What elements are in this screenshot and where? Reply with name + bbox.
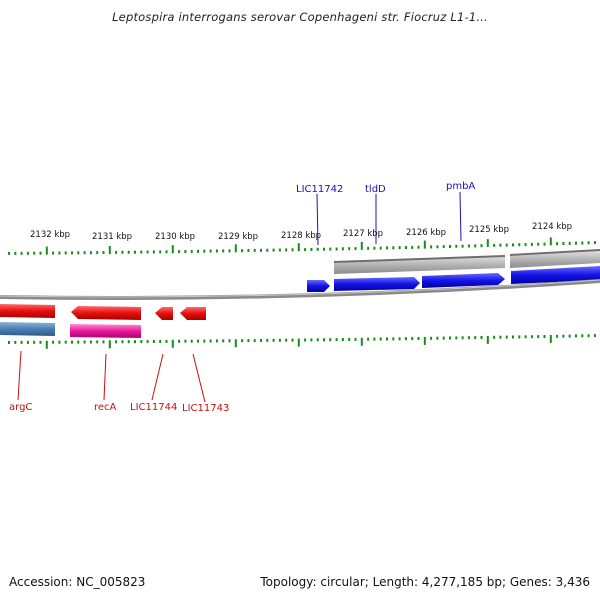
gene-label-lic11744[interactable]: LIC11744 [130, 402, 177, 413]
genome-backbone [0, 279, 600, 300]
tick-label: 2130 kbp [155, 232, 195, 242]
gene-arrow-lic11744[interactable] [155, 307, 173, 320]
forward-feature-block[interactable] [510, 251, 600, 268]
leader-line [103, 353, 107, 401]
tick-labels: 2132 kbp 2131 kbp 2130 kbp 2129 kbp 2128… [30, 222, 572, 242]
gene-arrow-pmbA[interactable] [422, 273, 505, 288]
gene-arrow-recA[interactable] [71, 306, 141, 320]
gene-label-pmbA[interactable]: pmbA [446, 181, 475, 192]
leader-line [316, 193, 319, 246]
forward-feature-track [333, 249, 600, 274]
tick-label: 2124 kbp [532, 222, 572, 232]
tick-label: 2125 kbp [469, 225, 509, 235]
gene-label-lic11743[interactable]: LIC11743 [182, 403, 229, 414]
tick-label: 2128 kbp [281, 231, 321, 241]
tick-label: 2127 kbp [343, 229, 383, 239]
reverse-tick-row [8, 334, 596, 349]
gene-arrow-lic11743[interactable] [180, 307, 206, 320]
gene-label-recA[interactable]: recA [94, 402, 117, 413]
gene-arrow-forward[interactable] [511, 266, 600, 284]
forward-gene-labels: LIC11742 tldD pmbA [296, 181, 475, 246]
gene-arrow-argC[interactable] [0, 304, 55, 318]
tick-label: 2126 kbp [406, 228, 446, 238]
genome-summary-text: Topology: circular; Length: 4,277,185 bp… [260, 575, 590, 589]
reverse-feature-block[interactable] [0, 322, 55, 336]
gene-label-argC[interactable]: argC [9, 402, 32, 413]
forward-feature-edge [333, 255, 506, 263]
forward-feature-edge [509, 249, 600, 256]
reverse-gene-track [0, 304, 206, 320]
reverse-gene-labels: argC recA LIC11744 LIC11743 [9, 350, 229, 414]
accession-text: Accession: NC_005823 [9, 575, 146, 589]
forward-tick-row [8, 237, 596, 255]
tick-label: 2131 kbp [92, 232, 132, 242]
genome-backbone-highlight [0, 279, 600, 298]
tick-label: 2129 kbp [218, 232, 258, 242]
tick-label: 2132 kbp [30, 230, 70, 240]
leader-line [459, 191, 462, 242]
leader-line [192, 353, 206, 403]
map-title: Leptospira interrogans serovar Copenhage… [112, 10, 488, 24]
gene-label-tldD[interactable]: tldD [365, 184, 386, 195]
gene-arrow-lic11742[interactable] [307, 280, 330, 292]
forward-gene-track [307, 266, 600, 292]
reverse-feature-track [0, 322, 141, 338]
gene-arrow-tldD[interactable] [334, 277, 420, 291]
rna-feature-block[interactable] [70, 324, 141, 338]
leader-line [151, 353, 164, 401]
gene-label-lic11742[interactable]: LIC11742 [296, 184, 343, 195]
leader-line [17, 350, 22, 401]
